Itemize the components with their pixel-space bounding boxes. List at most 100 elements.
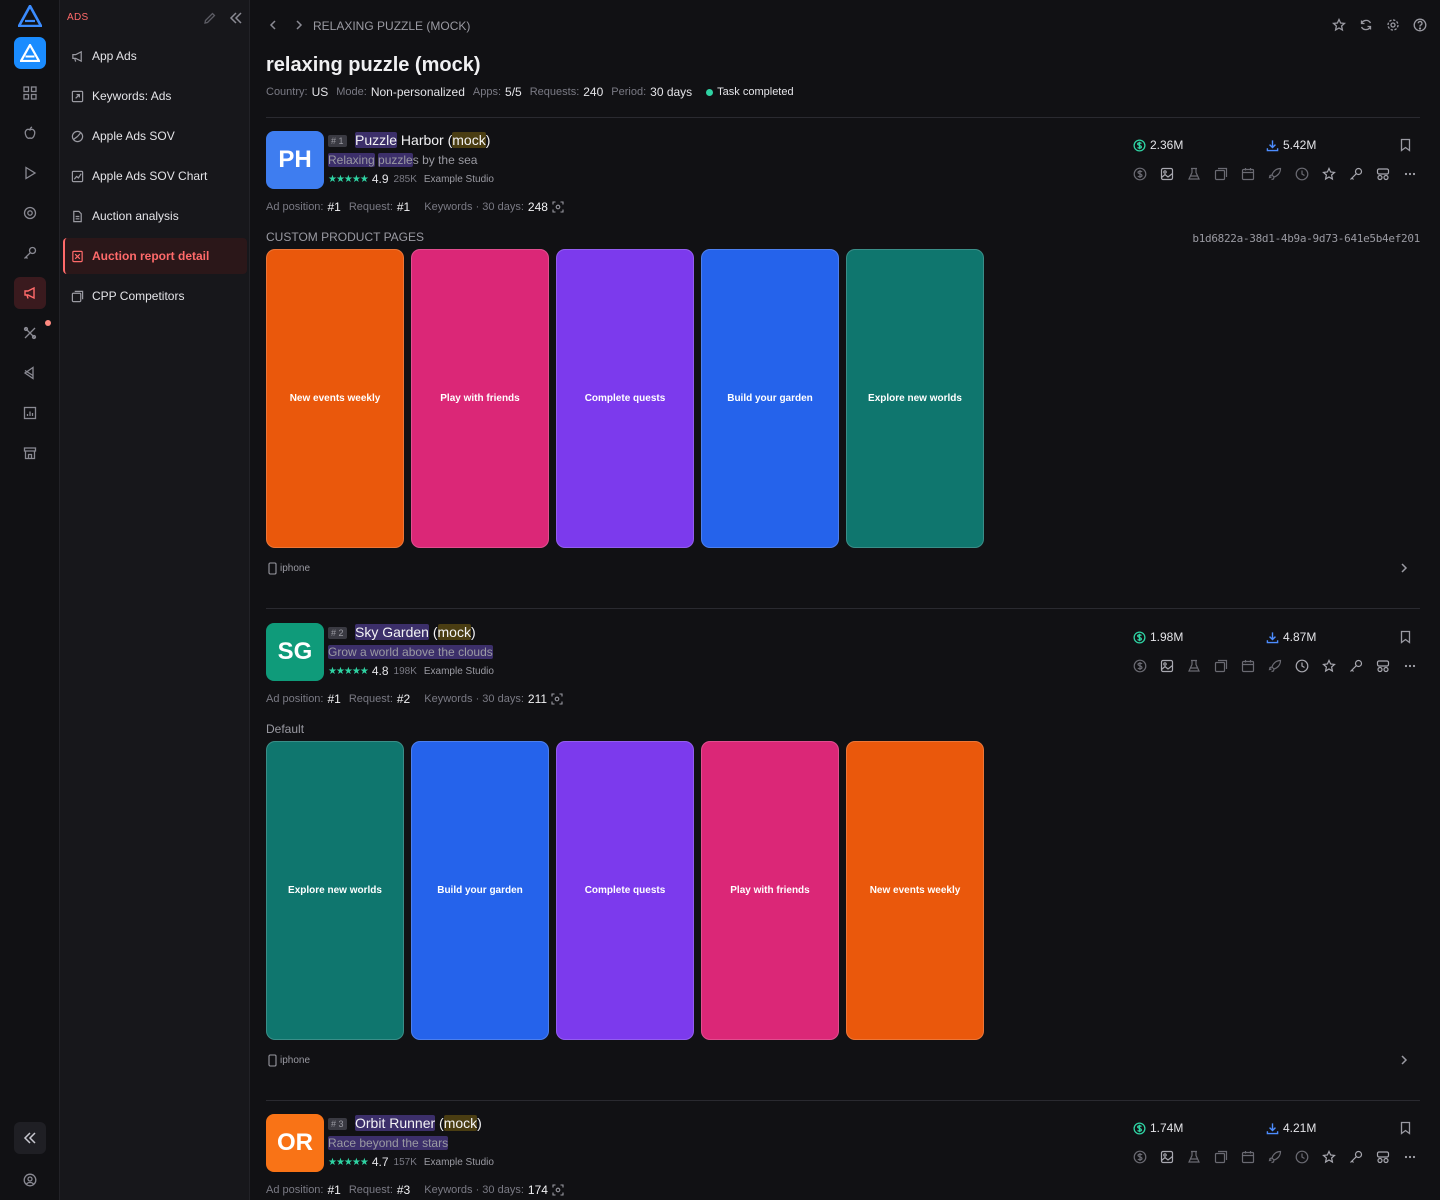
rocket-icon[interactable] [1268,1150,1282,1164]
developer-name[interactable]: Example Studio [423,1156,494,1168]
apple-icon[interactable] [14,117,46,149]
screenshot-card[interactable]: Explore new worlds [846,249,984,548]
connection-icon[interactable] [1376,659,1390,673]
sidebar-item-app-ads[interactable]: App Ads [63,38,247,74]
forward-chevron-icon[interactable] [293,19,305,31]
app-subtitle: Race beyond the stars [328,1136,449,1150]
app-name[interactable]: Sky Garden (mock) [355,624,476,640]
screenshots-icon[interactable] [1214,1150,1228,1164]
screenshot-card[interactable]: New events weekly [266,249,404,548]
star-outline-icon[interactable] [1322,659,1336,673]
divider [266,608,1420,609]
star-outline-icon[interactable] [1322,167,1336,181]
image-icon[interactable] [1160,659,1174,673]
sidebar-item-apple-ads-sov[interactable]: Apple Ads SOV [63,118,247,154]
bookmark-icon[interactable] [1399,1121,1412,1135]
app-icon[interactable]: PH [266,131,324,189]
app-icon[interactable]: SG [266,623,324,681]
developer-name[interactable]: Example Studio [423,665,494,677]
app-name-rest: ( [428,624,438,640]
sidebar-item-cpp-competitors[interactable]: CPP Competitors [63,278,247,314]
ads-megaphone-icon[interactable] [14,277,46,309]
account-icon[interactable] [14,1164,46,1196]
collapse-rail-icon[interactable] [14,1122,46,1154]
rocket-icon[interactable] [1268,659,1282,673]
brand-logo-icon[interactable] [18,5,42,27]
screenshots-icon[interactable] [1214,167,1228,181]
google-play-icon[interactable] [14,157,46,189]
dollar-icon[interactable] [1133,167,1147,181]
flask-icon[interactable] [1187,1150,1201,1164]
screenshot-card[interactable]: Build your garden [701,249,839,548]
calendar-icon[interactable] [1241,167,1255,181]
rocket-icon[interactable] [1268,167,1282,181]
connection-icon[interactable] [1376,167,1390,181]
clock-icon[interactable] [1295,167,1309,181]
vscode-icon[interactable] [14,357,46,389]
more-icon[interactable] [1403,167,1417,181]
calendar-icon[interactable] [1241,659,1255,673]
store-icon[interactable] [14,437,46,469]
screenshot-card[interactable]: Play with friends [411,249,549,548]
screenshot-card[interactable]: Play with friends [701,741,839,1040]
screenshot-card[interactable]: Build your garden [411,741,549,1040]
sidebar-item-apple-ads-sov-chart[interactable]: Apple Ads SOV Chart [63,158,247,194]
sidebar-item-keywords-ads[interactable]: Keywords: Ads [63,78,247,114]
app-subtitle: Relaxing puzzles by the sea [328,153,477,167]
focus-icon[interactable] [552,201,564,213]
more-icon[interactable] [1403,1150,1417,1164]
cpp-id[interactable]: b1d6822a-38d1-4b9a-9d73-641e5b4ef201 [1192,232,1420,245]
document-icon [71,210,84,223]
focus-icon[interactable] [552,1184,564,1196]
bookmark-icon[interactable] [1399,138,1412,152]
app-icon[interactable]: OR [266,1114,324,1172]
report-chart-icon[interactable] [14,397,46,429]
key-icon[interactable] [1349,167,1363,181]
collapse-sidebar-icon[interactable] [229,11,243,25]
tools-icon[interactable] [14,317,46,349]
flask-icon[interactable] [1187,659,1201,673]
screenshot-card[interactable]: Explore new worlds [266,741,404,1040]
calendar-icon[interactable] [1241,1150,1255,1164]
device-name: iphone [280,563,311,574]
meta-mode-label: Mode: [336,86,367,98]
sidebar-header: ADS [67,12,247,26]
help-icon[interactable] [1413,18,1427,32]
next-chevron-icon[interactable] [1398,1054,1410,1066]
clock-icon[interactable] [1295,659,1309,673]
edit-pencil-icon[interactable] [203,11,217,25]
connection-icon[interactable] [1376,1150,1390,1164]
apps-grid-icon[interactable] [14,77,46,109]
refresh-icon[interactable] [1359,18,1373,32]
sidebar-item-auction-analysis[interactable]: Auction analysis [63,198,247,234]
star-icon[interactable] [1332,18,1346,32]
dollar-icon[interactable] [1133,659,1147,673]
back-chevron-icon[interactable] [267,19,279,31]
developer-name[interactable]: Example Studio [423,173,494,185]
screenshots-icon[interactable] [1214,659,1228,673]
clock-icon[interactable] [1295,1150,1309,1164]
app-name[interactable]: Orbit Runner (mock) [355,1115,482,1131]
screenshot-card[interactable]: Complete quests [556,249,694,548]
app-name[interactable]: Puzzle Harbor (mock) [355,132,490,148]
flask-icon[interactable] [1187,167,1201,181]
star-outline-icon[interactable] [1322,1150,1336,1164]
settings-gear-icon[interactable] [1386,18,1400,32]
app-initials: OR [277,1129,313,1156]
subtitle-part: puzzle [378,153,413,167]
more-icon[interactable] [1403,659,1417,673]
dollar-icon[interactable] [1133,1150,1147,1164]
key-icon[interactable] [1349,659,1363,673]
app-store-icon[interactable] [14,37,46,69]
focus-icon[interactable] [551,693,563,705]
screenshot-card[interactable]: Complete quests [556,741,694,1040]
target-icon[interactable] [14,197,46,229]
next-chevron-icon[interactable] [1398,562,1410,574]
key-icon[interactable] [14,237,46,269]
image-icon[interactable] [1160,167,1174,181]
image-icon[interactable] [1160,1150,1174,1164]
screenshot-card[interactable]: New events weekly [846,741,984,1040]
key-icon[interactable] [1349,1150,1363,1164]
bookmark-icon[interactable] [1399,630,1412,644]
sidebar-item-auction-report-detail[interactable]: Auction report detail [63,238,247,274]
